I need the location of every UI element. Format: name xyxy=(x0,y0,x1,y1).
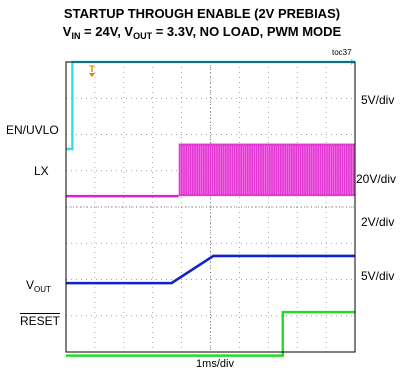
label-vout: VOUT xyxy=(26,278,51,294)
trigger-marker: T xyxy=(89,64,95,74)
scale-label-en: 5V/div xyxy=(361,93,395,107)
trace-ch3 xyxy=(66,254,355,285)
trace-lx-pulses xyxy=(180,145,355,195)
x-axis-label: 1ms/div xyxy=(196,358,234,370)
grid xyxy=(66,62,355,352)
scale-label-lx: 20V/div xyxy=(356,172,397,186)
trace-vout-reset xyxy=(66,310,355,357)
label-lx: LX xyxy=(34,164,49,178)
frame: T xyxy=(65,61,356,353)
trigger-arrow xyxy=(89,73,96,77)
label-en-uvlo: EN/UVLO xyxy=(6,123,59,137)
chart-title-line2: VIN = 24V, VOUT = 3.3V, NO LOAD, PWM MOD… xyxy=(62,24,342,41)
figure-tag: toc37 xyxy=(332,48,352,57)
scale-label-ch3: 2V/div xyxy=(361,215,395,229)
label-reset: RESET xyxy=(20,314,61,328)
chart-title-line1: STARTUP THROUGH ENABLE (2V PREBIAS) xyxy=(63,6,341,21)
traces xyxy=(66,59,355,357)
plot-frame xyxy=(65,61,356,353)
scale-label-vout: 5V/div xyxy=(361,269,395,283)
